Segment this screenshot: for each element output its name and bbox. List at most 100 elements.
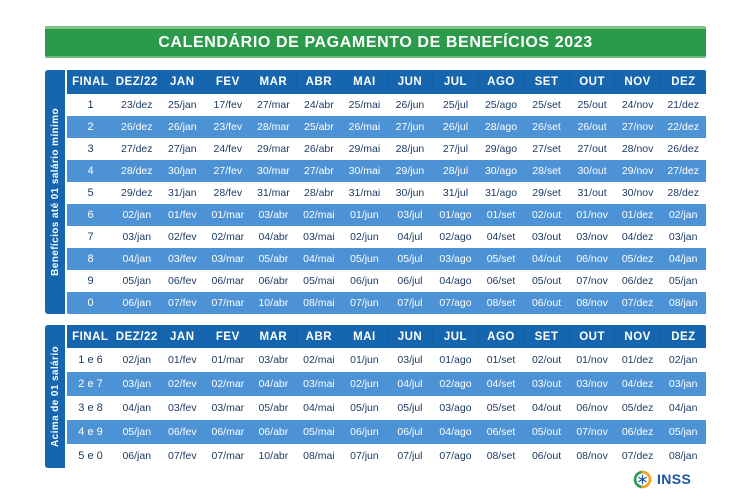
payment-table: FINAL DEZ/22 JAN FEV MAR ABR MAI JUN JUL AGO SET OU… [67, 70, 706, 314]
date-cell: 27/out [569, 138, 615, 160]
date-cell: 05/out [523, 270, 570, 292]
month-column-header: AGO [478, 325, 525, 348]
date-cell: 27/set [523, 138, 570, 160]
month-column-header: ABR [296, 325, 343, 348]
date-cell: 23/fev [205, 116, 251, 138]
date-cell: 03/mar [205, 396, 251, 420]
month-column-header: JAN [159, 70, 206, 94]
date-cell: 06/fev [159, 420, 206, 444]
date-cell: 02/jan [660, 204, 706, 226]
table-row: 1 23/dez 25/jan 17/fev 27/mar 24/abr 25/mai 26/… [67, 94, 706, 116]
date-cell: 28/jul [432, 160, 479, 182]
date-cell: 03/nov [569, 226, 615, 248]
date-cell: 06/mar [205, 270, 251, 292]
date-cell: 05/abr [250, 396, 297, 420]
date-cell: 24/fev [205, 138, 251, 160]
month-column-header: FEV [205, 325, 252, 348]
final-cell: 0 [67, 292, 114, 314]
date-cell: 06/jul [387, 270, 433, 292]
date-cell: 27/dez [660, 160, 706, 182]
date-cell: 27/nov [614, 116, 661, 138]
date-cell: 25/out [569, 94, 615, 116]
date-cell: 06/jan [114, 444, 160, 468]
date-cell: 05/jan [114, 270, 160, 292]
date-cell: 03/out [523, 372, 570, 396]
date-cell: 30/nov [614, 182, 661, 204]
date-cell: 06/nov [569, 248, 615, 270]
date-cell: 04/jan [114, 396, 160, 420]
date-cell: 01/dez [614, 204, 661, 226]
date-cell: 28/jun [387, 138, 433, 160]
date-cell: 29/dez [114, 182, 160, 204]
title-banner: CALENDÁRIO DE PAGAMENTO DE BENEFÍCIOS 20… [45, 26, 706, 58]
date-cell: 06/jun [341, 420, 388, 444]
date-cell: 29/set [523, 182, 570, 204]
date-cell: 06/abr [250, 270, 297, 292]
final-cell: 5 e 0 [67, 444, 114, 468]
month-column-header: DEZ/22 [114, 70, 161, 94]
date-cell: 26/out [569, 116, 615, 138]
date-cell: 01/jun [341, 348, 388, 372]
date-cell: 01/ago [432, 204, 479, 226]
date-cell: 06/mar [205, 420, 251, 444]
date-cell: 28/ago [478, 116, 524, 138]
date-cell: 26/set [523, 116, 570, 138]
date-cell: 04/ago [432, 420, 479, 444]
date-cell: 28/nov [614, 138, 661, 160]
date-cell: 03/abr [250, 348, 297, 372]
date-cell: 01/fev [159, 348, 206, 372]
month-column-header: MAI [341, 325, 388, 348]
date-cell: 05/out [523, 420, 570, 444]
date-cell: 06/jul [387, 420, 433, 444]
date-cell: 01/jun [341, 204, 388, 226]
month-column-header: AGO [478, 70, 525, 94]
date-cell: 04/dez [614, 372, 661, 396]
date-cell: 05/abr [250, 248, 297, 270]
date-cell: 04/ago [432, 270, 479, 292]
month-column-header: JUL [432, 325, 479, 348]
date-cell: 02/jan [660, 348, 706, 372]
date-cell: 01/nov [569, 348, 615, 372]
month-column-header: SET [523, 70, 570, 94]
date-cell: 05/set [478, 248, 524, 270]
date-cell: 31/jan [159, 182, 206, 204]
date-cell: 31/out [569, 182, 615, 204]
date-cell: 05/jun [341, 396, 388, 420]
date-cell: 02/jun [341, 226, 388, 248]
month-column-header: MAR [250, 325, 297, 348]
date-cell: 06/dez [614, 420, 661, 444]
date-cell: 29/mai [341, 138, 388, 160]
date-cell: 29/mar [250, 138, 297, 160]
date-cell: 26/jan [159, 116, 206, 138]
date-cell: 04/jan [660, 248, 706, 270]
date-cell: 02/mai [296, 204, 342, 226]
date-cell: 25/abr [296, 116, 342, 138]
date-cell: 06/jun [341, 270, 388, 292]
date-cell: 21/dez [660, 94, 706, 116]
date-cell: 06/abr [250, 420, 297, 444]
date-cell: 03/jan [114, 226, 160, 248]
final-cell: 4 e 9 [67, 420, 114, 444]
date-cell: 03/jul [387, 204, 433, 226]
date-cell: 03/mar [205, 248, 251, 270]
header-row: FINAL DEZ/22 JAN FEV MAR ABR MAI JUN JUL AGO SET OU… [67, 325, 706, 348]
inss-logo-icon [633, 470, 652, 488]
date-cell: 17/fev [205, 94, 251, 116]
date-cell: 27/jul [432, 138, 479, 160]
date-cell: 29/nov [614, 160, 661, 182]
date-cell: 04/out [523, 248, 570, 270]
date-cell: 07/ago [432, 292, 479, 314]
payment-table-above-one-minimum-wage: FINAL DEZ/22 JAN FEV MAR ABR MAI JUN JUL AGO SET OU… [67, 325, 706, 468]
date-cell: 27/abr [296, 160, 342, 182]
date-cell: 30/out [569, 160, 615, 182]
date-cell: 03/fev [159, 396, 206, 420]
date-cell: 07/fev [159, 292, 206, 314]
date-cell: 05/jan [660, 270, 706, 292]
page-title: CALENDÁRIO DE PAGAMENTO DE BENEFÍCIOS 20… [158, 34, 593, 51]
final-cell: 9 [67, 270, 114, 292]
date-cell: 31/mar [250, 182, 297, 204]
date-cell: 23/dez [114, 94, 160, 116]
date-cell: 02/mar [205, 372, 251, 396]
date-cell: 26/dez [660, 138, 706, 160]
